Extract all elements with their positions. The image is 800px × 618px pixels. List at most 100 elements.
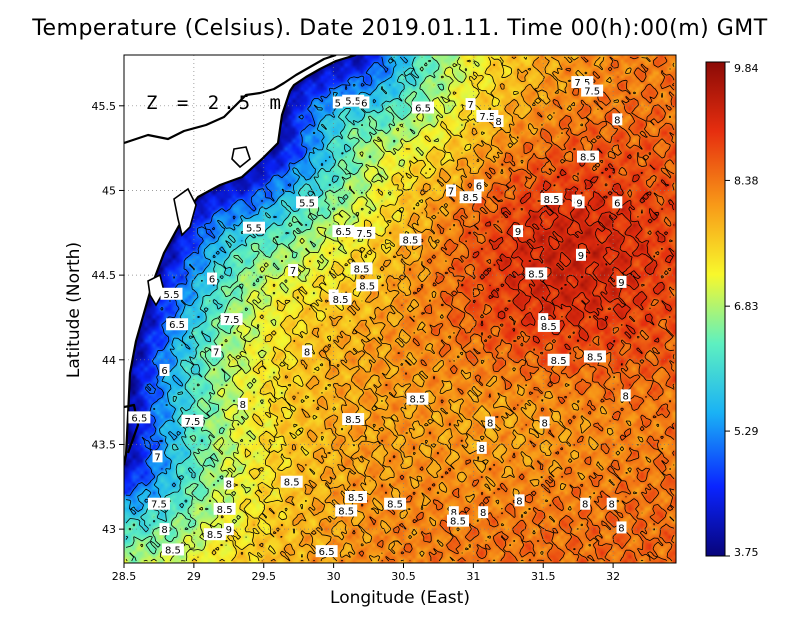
- contour-label-text: 8: [240, 400, 246, 411]
- contour-label: 6.5: [128, 411, 151, 424]
- contour-label-box: [152, 450, 163, 463]
- contour-label: 8: [612, 113, 623, 126]
- contour-label-box: [540, 192, 563, 205]
- contour-labels: 7.57.55.5566.577.5888.5678.58.58965.55.5…: [128, 76, 631, 558]
- contour-label-box: [353, 226, 376, 239]
- contour-label: 8.5: [537, 319, 560, 333]
- contour-label-box: [580, 497, 591, 510]
- contour-label: 8.5: [342, 413, 365, 426]
- contour-label: 6.5: [315, 545, 338, 558]
- contour-label-box: [485, 416, 496, 429]
- contour-label: 8.5: [525, 267, 548, 280]
- contour-label: 7.5: [581, 84, 604, 98]
- contour-label-box: [581, 84, 604, 97]
- contour-label-box: [329, 292, 352, 305]
- contour-label-text: 7: [467, 100, 473, 111]
- contour-label-text: 8.5: [551, 356, 567, 367]
- depth-label: Z = 2.5 m: [146, 92, 285, 114]
- contour-label-text: 6.5: [319, 547, 335, 558]
- contour-label-text: 5.5: [345, 97, 361, 108]
- contour-label-text: 6.5: [335, 227, 351, 238]
- contour-label-text: 8.5: [580, 153, 596, 164]
- x-axis-ticks: 28.5 29 29.5 30 30.5 31 31.5 32: [112, 563, 620, 583]
- contour-label: 8.5: [459, 191, 482, 204]
- contour-label-text: 8.5: [207, 530, 223, 541]
- contour-label-text: 8: [618, 523, 624, 534]
- colorbar-tick-label: 3.75: [734, 546, 759, 559]
- coastal-lake: [173, 187, 197, 237]
- contour-label: 5: [332, 96, 343, 109]
- contour-label-text: 8: [479, 444, 485, 455]
- contour-label: 8.5: [583, 350, 606, 363]
- x-axis-label: Longitude (East): [330, 588, 470, 608]
- contour-label-text: 7: [213, 347, 219, 358]
- contour-label: 7.5: [147, 497, 170, 511]
- contour-label: 8.5: [350, 262, 373, 275]
- contour-label-box: [296, 196, 319, 209]
- contour-label-box: [350, 262, 373, 275]
- contour-label-box: [465, 98, 476, 111]
- x-tick-label: 31: [466, 570, 480, 583]
- contour-label: 8.5: [329, 292, 352, 306]
- contour-lines: [125, 56, 675, 562]
- contour-label: 8.5: [540, 192, 563, 206]
- y-tick-label: 45: [102, 184, 116, 197]
- contour-label: 8: [448, 506, 459, 519]
- contour-label-box: [612, 196, 623, 209]
- contour-label-box: [446, 514, 469, 527]
- contour-label-box: [288, 264, 299, 277]
- contour-label: 6: [207, 272, 218, 286]
- contour-label-text: 8: [304, 347, 310, 358]
- contour-label-box: [575, 248, 586, 261]
- contour-label-box: [547, 353, 570, 366]
- contour-label: 7: [446, 184, 457, 197]
- contour-label-box: [159, 523, 170, 536]
- contour-label-box: [166, 318, 189, 331]
- contour-label-text: 7.5: [151, 500, 167, 511]
- contour-label: 9: [616, 275, 627, 289]
- x-tick-label: 30.5: [391, 570, 416, 583]
- x-tick-label: 30: [327, 570, 341, 583]
- contour-label: 5.5: [160, 287, 183, 301]
- contour-label: 9: [575, 248, 586, 262]
- contour-label: 6.5: [412, 101, 435, 114]
- contour-label-box: [207, 272, 218, 285]
- colorbar-ticks: 9.84 8.38 6.83 5.29 3.75: [725, 61, 759, 559]
- contour-label-box: [160, 287, 183, 300]
- contour-label-box: [344, 490, 367, 503]
- contour-label-box: [359, 96, 370, 109]
- contour-label: 8.5: [280, 475, 303, 489]
- contour-label: 8: [580, 497, 591, 511]
- x-tick-label: 31.5: [531, 570, 556, 583]
- x-tick-label: 32: [606, 570, 620, 583]
- contour-label-text: 8.5: [403, 236, 419, 247]
- contour-label: 8: [237, 397, 248, 411]
- coastal-lake: [147, 273, 165, 307]
- contour-label-box: [332, 225, 355, 238]
- contour-label-text: 8.5: [463, 193, 479, 204]
- contour-label-box: [539, 416, 550, 429]
- contour-label: 9: [513, 225, 524, 238]
- contour-label-box: [574, 196, 585, 209]
- contour-label: 7.5: [220, 313, 243, 326]
- y-tick-label: 43: [102, 523, 116, 536]
- contour-label: 8.5: [335, 504, 358, 518]
- contour-label-text: 8.5: [338, 507, 354, 518]
- contour-label: 6: [473, 179, 484, 192]
- contour-label: 8.5: [406, 392, 429, 406]
- contour-label-text: 6: [209, 275, 215, 286]
- colorbar: [705, 61, 726, 557]
- contour-label-text: 8.5: [387, 500, 403, 511]
- contour-label-text: 6: [161, 366, 167, 377]
- contour-label-box: [342, 94, 365, 107]
- contour-label: 8: [485, 416, 496, 429]
- contour-label-box: [606, 497, 617, 510]
- contour-label: 8.5: [446, 514, 469, 528]
- contour-label: 8.5: [399, 233, 422, 247]
- contour-label-box: [514, 494, 525, 507]
- contour-label: 7: [288, 264, 299, 277]
- contour-label-box: [335, 504, 358, 517]
- contour-label-text: 7.5: [479, 112, 495, 123]
- contour-label-box: [220, 313, 243, 326]
- contour-label-text: 9: [226, 525, 232, 536]
